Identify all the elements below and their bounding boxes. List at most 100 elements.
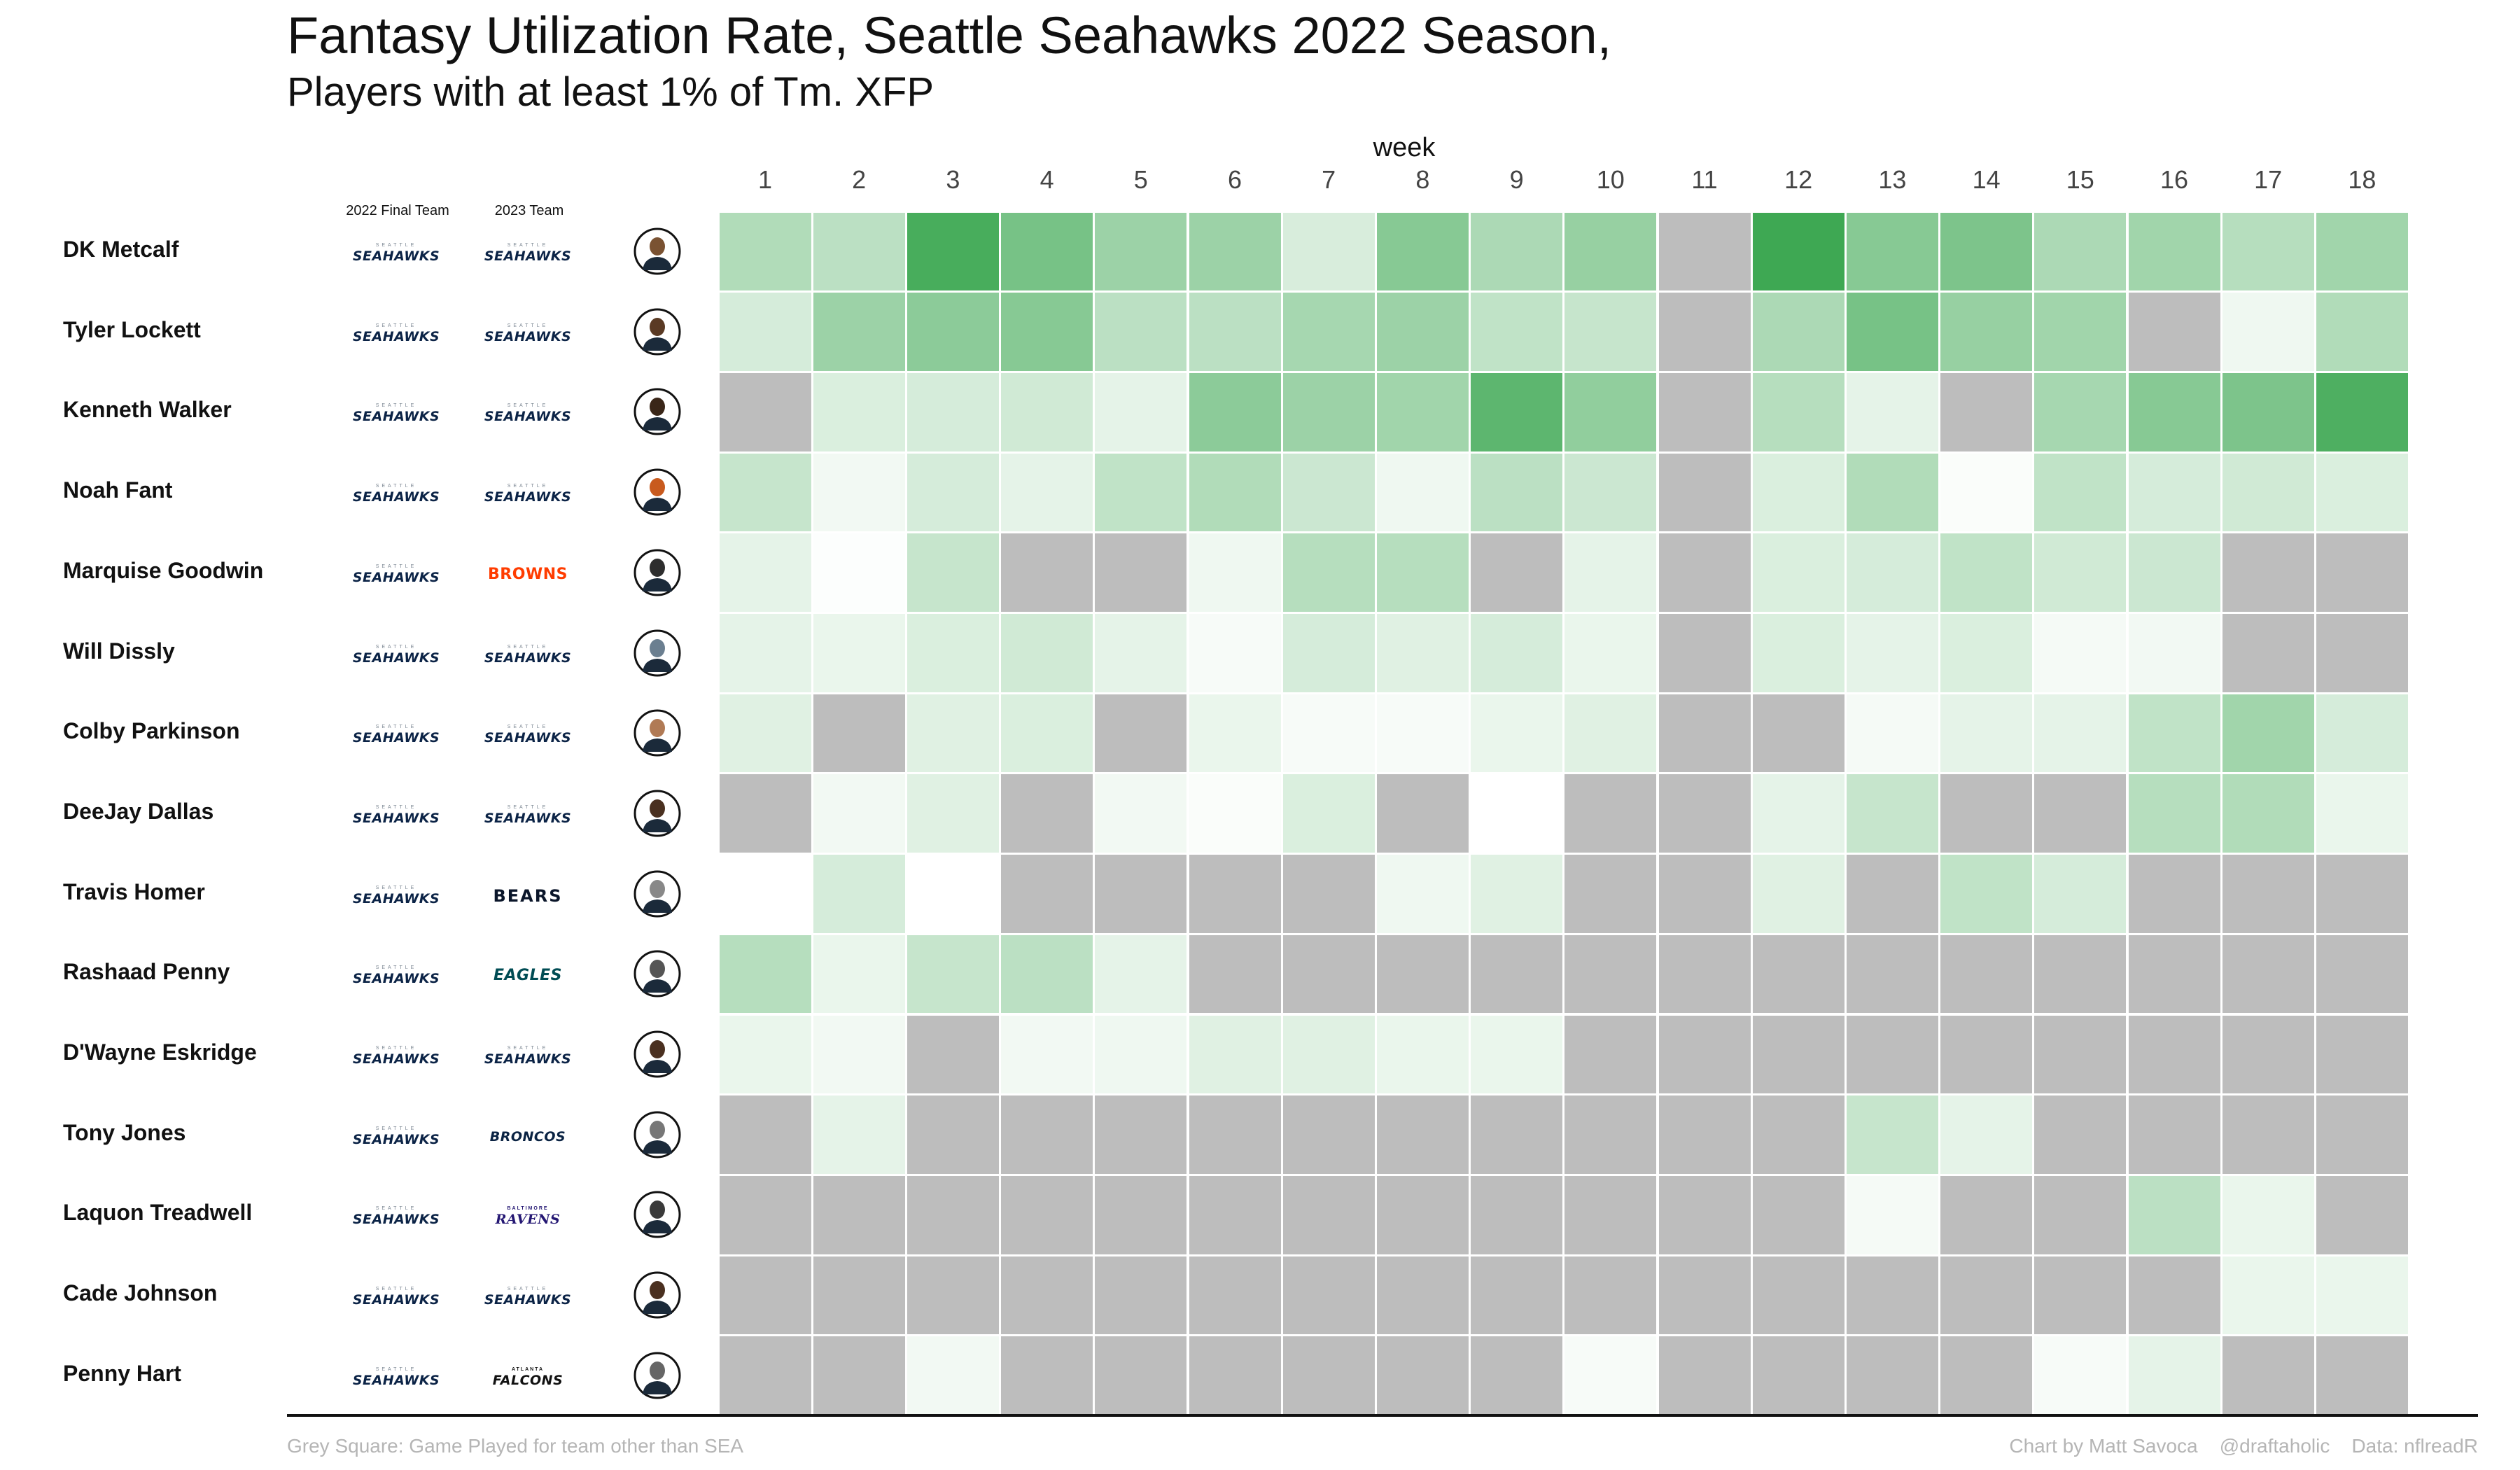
heatmap-cell	[1564, 293, 1657, 371]
credit-source: Data: nflreadR	[2351, 1435, 2478, 1457]
heatmap-cell	[2034, 1256, 2127, 1335]
heatmap-cell	[1658, 1175, 1751, 1254]
heatmap-cell	[906, 1096, 1000, 1174]
player-name: Rashaad Penny	[63, 959, 230, 985]
credit-handle: @draftaholic	[2219, 1435, 2330, 1457]
logo-small-text: SEATTLE	[507, 484, 549, 489]
heatmap-cell	[813, 212, 905, 291]
heatmap-cell	[2316, 855, 2409, 933]
player-headshot-icon	[634, 388, 681, 435]
logo-small-text: SEATTLE	[375, 965, 417, 971]
team-logo-sea: SEATTLE SEAHAWKS	[340, 1203, 452, 1231]
heatmap-cell	[2316, 614, 2409, 692]
heatmap-cell	[1471, 1096, 1563, 1174]
heatmap-cell	[1658, 293, 1751, 371]
heatmap-cell	[1282, 774, 1375, 853]
heatmap-cell	[906, 293, 1000, 371]
heatmap-cell	[1564, 694, 1657, 773]
heatmap-cell	[1189, 694, 1281, 773]
heatmap-cell	[1189, 533, 1281, 612]
logo-small-text: SEATTLE	[507, 323, 549, 328]
heatmap-cell	[719, 1175, 811, 1254]
heatmap-cell	[1282, 212, 1375, 291]
heatmap-cell	[1095, 453, 1187, 532]
heatmap-cell	[906, 855, 1000, 933]
heatmap-cell	[1282, 614, 1375, 692]
week-tick-16: 16	[2160, 165, 2189, 194]
heatmap-cell	[1564, 934, 1657, 1014]
week-tick-12: 12	[1784, 165, 1813, 194]
heatmap-cell	[1095, 533, 1187, 612]
heatmap-cell	[2128, 694, 2220, 773]
heatmap-cell	[2316, 934, 2409, 1014]
player-name: Tony Jones	[63, 1119, 186, 1145]
player-row: Will Dissly SEATTLE SEAHAWKS SEATTLE SEAHAWK…	[0, 613, 2520, 693]
week-tick-4: 4	[1040, 165, 1054, 194]
logo-main-text: EAGLES	[493, 967, 562, 985]
heatmap-cell	[2128, 934, 2220, 1014]
heatmap-cell	[1846, 293, 1939, 371]
heatmap-cell	[1752, 212, 1844, 291]
player-name: Kenneth Walker	[63, 397, 232, 423]
heatmap-cell	[2222, 1336, 2314, 1415]
heatmap-cell	[1001, 1256, 1093, 1335]
heatmap-cell	[2034, 1175, 2127, 1254]
logo-small-text: BALTIMORE	[507, 1206, 549, 1212]
heatmap-cell	[906, 614, 1000, 692]
team-logo-sea: SEATTLE SEAHAWKS	[472, 721, 584, 749]
heatmap-cell	[1752, 372, 1844, 451]
player-row: Travis Homer SEATTLE SEAHAWKS BEARS	[0, 854, 2520, 934]
heatmap-cell	[1376, 1096, 1469, 1174]
heatmap-cell	[1282, 855, 1375, 933]
heatmap-cell	[1282, 1256, 1375, 1335]
logo-small-text: SEATTLE	[375, 484, 417, 489]
player-name: Noah Fant	[63, 477, 173, 503]
heatmap-cell	[2128, 614, 2220, 692]
player-headshot-icon	[634, 629, 681, 676]
heatmap-cell	[813, 453, 905, 532]
heatmap-cell	[1189, 1096, 1281, 1174]
heatmap-cell	[2222, 372, 2314, 451]
heatmap-cell	[1189, 1175, 1281, 1254]
heatmap-cell	[1095, 1096, 1187, 1174]
heatmap-cell	[1752, 614, 1844, 692]
heatmap-cell	[2034, 614, 2127, 692]
heatmap-cell	[2128, 1015, 2220, 1094]
heatmap-cell	[1282, 1096, 1375, 1174]
heatmap-cell	[906, 694, 1000, 773]
heatmap-cell	[1095, 293, 1187, 371]
heatmap-cell	[1564, 1096, 1657, 1174]
logo-small-text: SEATTLE	[507, 804, 549, 810]
heatmap-cell	[1940, 1096, 2033, 1174]
baseline	[287, 1414, 2478, 1417]
heatmap-cell	[1658, 774, 1751, 853]
heatmap-cell	[2222, 533, 2314, 612]
x-axis-label: week	[1373, 133, 1436, 162]
heatmap-cell	[1001, 293, 1093, 371]
player-headshot-icon	[634, 950, 681, 997]
heatmap-cell	[1282, 453, 1375, 532]
heatmap-cell	[813, 1175, 905, 1254]
logo-small-text: SEATTLE	[375, 323, 417, 328]
heatmap-cell	[1095, 372, 1187, 451]
heatmap-cell	[1471, 934, 1563, 1014]
heatmap-cell	[2128, 533, 2220, 612]
logo-main-text: BROWNS	[488, 565, 568, 583]
heatmap-cell	[906, 212, 1000, 291]
heatmap-cell	[1940, 1175, 2033, 1254]
heatmap-cell	[2222, 934, 2314, 1014]
heatmap-cell	[1376, 934, 1469, 1014]
heatmap-cell	[1752, 934, 1844, 1014]
team-logo-sea: SEATTLE SEAHAWKS	[340, 721, 452, 749]
heatmap-cell	[1752, 1015, 1844, 1094]
logo-small-text: SEATTLE	[375, 1366, 417, 1372]
heatmap-cell	[1940, 855, 2033, 933]
heatmap-cell	[1564, 1336, 1657, 1415]
heatmap-cell	[2316, 1256, 2409, 1335]
player-name: D'Wayne Eskridge	[63, 1040, 257, 1065]
heatmap-cell	[2034, 694, 2127, 773]
logo-main-text: BRONCOS	[489, 1128, 566, 1144]
heatmap-cell	[1282, 694, 1375, 773]
heatmap-cell	[1376, 293, 1469, 371]
team-logo-sea: SEATTLE SEAHAWKS	[472, 480, 584, 508]
